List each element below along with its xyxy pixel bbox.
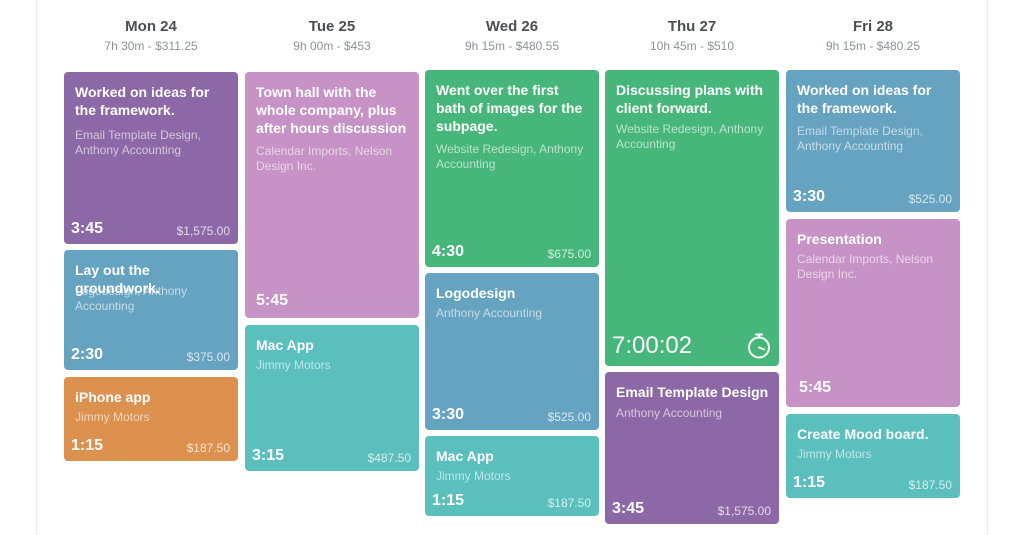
entry-client: Email Template Design, Anthony Accountin… xyxy=(75,128,201,157)
entry-client: Anthony Accounting xyxy=(616,406,723,420)
time-entry-card[interactable]: Presentation Calendar Imports, Nelson De… xyxy=(786,219,960,407)
entry-client: Logodesign, Anthony Accounting xyxy=(75,284,188,313)
entry-client: Email Template Design, Anthony Accountin… xyxy=(797,124,923,153)
day-header-tue[interactable]: Tue 25 9h 00m - $453 xyxy=(245,18,419,54)
entry-client: Website Redesign, Anthony Accounting xyxy=(436,142,584,171)
entry-title: Email Template Design xyxy=(616,384,769,400)
entry-title: iPhone app xyxy=(75,389,151,405)
time-entry-card[interactable]: Town hall with the whole company, plus a… xyxy=(245,72,419,318)
time-entry-card[interactable]: Logodesign Anthony Accounting 3:30 $525.… xyxy=(425,273,599,430)
time-entry-card[interactable]: Email Template Design Anthony Accounting… xyxy=(605,372,779,524)
time-entry-card[interactable]: Mac App Jimmy Motors 1:15 $187.50 xyxy=(425,436,599,516)
entry-amount: $487.50 xyxy=(367,451,411,465)
day-header-wed[interactable]: Wed 26 9h 15m - $480.55 xyxy=(425,18,599,54)
day-summary: 9h 15m - $480.55 xyxy=(464,39,560,53)
entry-amount: $1,575.00 xyxy=(717,504,771,518)
day-title: Wed 26 xyxy=(485,18,539,35)
entry-amount: $1,575.00 xyxy=(176,224,230,238)
running-timer-card[interactable]: Discussing plans with client forward. We… xyxy=(605,70,779,366)
entry-duration: 3:15 xyxy=(252,447,285,464)
day-summary: 9h 00m - $453 xyxy=(293,39,371,53)
time-entry-card[interactable]: Create Mood board. Jimmy Motors 1:15 $18… xyxy=(786,414,960,498)
entry-amount: $375.00 xyxy=(186,350,230,364)
entry-duration: 3:45 xyxy=(71,220,104,237)
entry-amount: $187.50 xyxy=(547,496,591,510)
entry-title: Create Mood board. xyxy=(797,426,929,442)
entry-title: Worked on ideas for the framework. xyxy=(797,82,932,116)
day-header-mon[interactable]: Mon 24 7h 30m - $311.25 xyxy=(64,18,238,54)
entry-client: Jimmy Motors xyxy=(797,447,872,461)
entry-title: Presentation xyxy=(797,231,882,247)
entry-duration: 5:45 xyxy=(799,379,832,396)
day-header-fri[interactable]: Fri 28 9h 15m - $480.25 xyxy=(786,18,960,54)
entry-client: Jimmy Motors xyxy=(256,358,331,372)
time-entry-card[interactable]: Mac App Jimmy Motors 3:15 $487.50 xyxy=(245,325,419,471)
day-summary: 7h 30m - $311.25 xyxy=(104,39,198,53)
entry-duration: 1:15 xyxy=(432,492,465,509)
stopwatch-icon[interactable] xyxy=(745,332,773,360)
entry-client: Jimmy Motors xyxy=(75,410,150,424)
entry-title: Logodesign xyxy=(436,285,516,301)
entry-title: Worked on ideas for the framework. xyxy=(75,84,210,118)
entry-amount: $525.00 xyxy=(908,192,952,206)
time-entry-card[interactable]: Went over the first bath of images for t… xyxy=(425,70,599,267)
entry-title: Lay out the groundwork. xyxy=(75,262,160,296)
day-title: Mon 24 xyxy=(125,18,177,35)
entry-amount: $525.00 xyxy=(547,410,591,424)
entry-title: Mac App xyxy=(436,448,494,464)
entry-title: Town hall with the whole company, plus a… xyxy=(256,84,407,136)
time-entry-card[interactable]: Lay out the groundwork. Logodesign, Anth… xyxy=(64,250,238,370)
entry-title: Discussing plans with client forward. xyxy=(616,82,764,116)
time-entry-card[interactable]: Worked on ideas for the framework. Email… xyxy=(786,70,960,212)
entry-duration: 3:45 xyxy=(612,500,645,517)
entry-amount: $675.00 xyxy=(547,247,591,261)
entry-duration: 3:30 xyxy=(793,188,826,205)
entry-duration: 1:15 xyxy=(71,437,104,454)
day-title: Tue 25 xyxy=(308,18,356,35)
day-title: Fri 28 xyxy=(852,18,894,35)
day-title: Thu 27 xyxy=(667,18,717,35)
entry-duration: 1:15 xyxy=(793,474,826,491)
entry-client: Anthony Accounting xyxy=(436,306,543,320)
entry-amount: $187.50 xyxy=(186,441,230,455)
running-timer: 7:00:02 xyxy=(612,332,693,359)
entry-duration: 2:30 xyxy=(71,346,104,363)
entry-duration: 5:45 xyxy=(256,292,289,309)
entry-client: Website Redesign, Anthony Accounting xyxy=(616,122,764,151)
entry-client: Jimmy Motors xyxy=(436,469,511,483)
time-entry-card[interactable]: Worked on ideas for the framework. Email… xyxy=(64,72,238,244)
entry-amount: $187.50 xyxy=(908,478,952,492)
entry-client: Calendar Imports, Nelson Design Inc. xyxy=(797,252,934,281)
day-header-thu[interactable]: Thu 27 10h 45m - $510 xyxy=(605,18,779,54)
day-summary: 9h 15m - $480.25 xyxy=(825,39,921,53)
day-summary: 10h 45m - $510 xyxy=(649,39,735,53)
time-entry-card[interactable]: iPhone app Jimmy Motors 1:15 $187.50 xyxy=(64,377,238,461)
entry-duration: 3:30 xyxy=(432,406,465,423)
entry-title: Went over the first bath of images for t… xyxy=(436,82,583,134)
entry-duration: 4:30 xyxy=(432,243,465,260)
entry-title: Mac App xyxy=(256,337,314,353)
entry-client: Calendar Imports, Nelson Design Inc. xyxy=(256,144,393,173)
